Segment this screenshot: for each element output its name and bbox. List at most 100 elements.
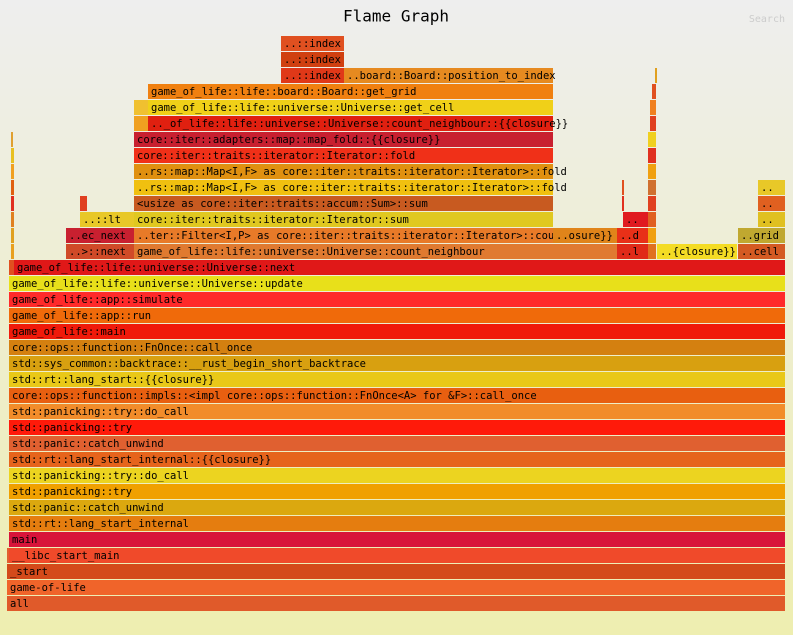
frame[interactable] bbox=[134, 100, 148, 115]
frame[interactable]: std::rt::lang_start_internal bbox=[9, 516, 785, 531]
frame[interactable]: main bbox=[9, 532, 785, 547]
frame[interactable]: game_of_life::life::board::Board::get_gr… bbox=[148, 84, 553, 99]
frame[interactable] bbox=[7, 548, 9, 563]
frame[interactable]: ..ter::Filter<I,P> as core::iter::traits… bbox=[134, 228, 567, 243]
frame[interactable] bbox=[11, 244, 14, 259]
frame[interactable]: game_of_life::life::universe::Universe::… bbox=[134, 244, 617, 259]
frame-rect bbox=[9, 356, 785, 371]
frame-label: .. bbox=[626, 214, 639, 226]
frame-rect bbox=[134, 228, 553, 243]
frame[interactable] bbox=[9, 260, 14, 275]
frame-label: __libc_start_main bbox=[12, 550, 119, 562]
frame[interactable]: game_of_life::life::universe::Universe::… bbox=[148, 100, 553, 115]
frame[interactable]: std::rt::lang_start::{{closure}} bbox=[9, 372, 785, 387]
frame-rect bbox=[9, 484, 785, 499]
frame[interactable]: ..::index bbox=[281, 36, 344, 51]
frame-label: _start bbox=[10, 566, 48, 578]
frame[interactable]: ..>::next bbox=[66, 244, 134, 259]
frame[interactable] bbox=[11, 164, 14, 179]
frame[interactable]: std::panicking::try::do_call bbox=[9, 404, 785, 419]
frame[interactable] bbox=[650, 116, 656, 131]
frame[interactable] bbox=[622, 180, 624, 195]
frame[interactable]: .. bbox=[758, 196, 785, 211]
frame-rect bbox=[134, 148, 553, 163]
frame[interactable]: core::iter::adapters::map::map_fold::{{c… bbox=[134, 132, 553, 147]
frame-label: game_of_life::life::universe::Universe::… bbox=[137, 246, 485, 258]
frame-rect bbox=[281, 36, 344, 51]
frame[interactable] bbox=[648, 180, 656, 195]
frame[interactable] bbox=[648, 196, 656, 211]
frame[interactable] bbox=[648, 164, 656, 179]
frame[interactable]: all bbox=[7, 596, 785, 611]
frame[interactable]: __libc_start_main bbox=[9, 548, 785, 563]
frame[interactable]: ..rs::map::Map<I,F> as core::iter::trait… bbox=[134, 180, 567, 195]
frame[interactable] bbox=[11, 212, 14, 227]
frame[interactable]: std::panic::catch_unwind bbox=[9, 436, 785, 451]
frame-rect bbox=[553, 228, 617, 243]
frame-rect bbox=[134, 212, 553, 227]
frame[interactable]: ..{closure}} bbox=[657, 244, 737, 259]
frame[interactable] bbox=[11, 148, 14, 163]
frame[interactable]: game_of_life::main bbox=[9, 324, 785, 339]
frame[interactable]: ..cell bbox=[738, 244, 785, 259]
frame[interactable]: core::iter::traits::iterator::Iterator::… bbox=[134, 148, 553, 163]
frame[interactable] bbox=[648, 212, 656, 227]
frame[interactable]: .._of_life::life::universe::Universe::co… bbox=[148, 116, 568, 131]
frame[interactable]: core::iter::traits::iterator::Iterator::… bbox=[134, 212, 553, 227]
frame[interactable]: ..::index bbox=[281, 68, 344, 83]
frame[interactable] bbox=[11, 228, 14, 243]
frame[interactable] bbox=[648, 228, 656, 243]
frame-label: ..ter::Filter<I,P> as core::iter::traits… bbox=[137, 230, 567, 242]
frame[interactable] bbox=[11, 196, 14, 211]
frame[interactable] bbox=[11, 180, 14, 195]
frame[interactable]: ..rs::map::Map<I,F> as core::iter::trait… bbox=[134, 164, 567, 179]
frame[interactable]: ..d bbox=[617, 228, 648, 243]
search-button[interactable]: Search bbox=[749, 14, 785, 25]
frame-label: <usize as core::iter::traits::accum::Sum… bbox=[137, 198, 428, 210]
frame-label: ..::index bbox=[284, 54, 341, 66]
frame-label: std::panicking::try::do_call bbox=[12, 406, 189, 418]
frame[interactable]: game_of_life::app::run bbox=[9, 308, 785, 323]
frame[interactable] bbox=[655, 68, 657, 83]
frame[interactable]: _start bbox=[7, 564, 785, 579]
frame[interactable] bbox=[622, 196, 624, 211]
frame[interactable] bbox=[652, 84, 656, 99]
frame-label: core::iter::traits::iterator::Iterator::… bbox=[137, 150, 415, 162]
frame[interactable]: game_of_life::life::universe::Universe::… bbox=[9, 276, 785, 291]
frame[interactable]: std::panic::catch_unwind bbox=[9, 500, 785, 515]
frame[interactable]: ..l bbox=[617, 244, 648, 259]
frame[interactable]: <usize as core::iter::traits::accum::Sum… bbox=[134, 196, 553, 211]
frame[interactable] bbox=[650, 100, 656, 115]
frame[interactable]: core::ops::function::FnOnce::call_once bbox=[9, 340, 785, 355]
frame[interactable] bbox=[648, 148, 656, 163]
frame[interactable] bbox=[648, 132, 656, 147]
frame-label: std::panicking::try bbox=[12, 422, 132, 434]
frame[interactable]: .. bbox=[758, 180, 785, 195]
frame[interactable]: std::panicking::try bbox=[9, 484, 785, 499]
frame[interactable]: ..osure}} bbox=[553, 228, 617, 243]
frame[interactable]: std::panicking::try bbox=[9, 420, 785, 435]
frame[interactable]: ..ec_next bbox=[66, 228, 134, 243]
frame-label: std::panicking::try bbox=[12, 486, 132, 498]
frame-label: std::panic::catch_unwind bbox=[12, 502, 164, 514]
frame[interactable] bbox=[134, 116, 148, 131]
frame[interactable]: std::rt::lang_start_internal::{{closure}… bbox=[9, 452, 785, 467]
frame[interactable]: core::ops::function::impls::<impl core::… bbox=[9, 388, 785, 403]
frame-rect bbox=[66, 228, 134, 243]
frame[interactable]: ..::index bbox=[281, 52, 344, 67]
frame[interactable]: ..::lt bbox=[80, 212, 134, 227]
frame[interactable]: .. bbox=[758, 212, 785, 227]
frame-rect bbox=[9, 548, 785, 563]
frame[interactable]: std::panicking::try::do_call bbox=[9, 468, 785, 483]
frame[interactable]: ..grid bbox=[738, 228, 785, 243]
frame[interactable] bbox=[11, 132, 13, 147]
frame[interactable]: .. bbox=[623, 212, 648, 227]
frame[interactable]: game_of_life::life::universe::Universe::… bbox=[14, 260, 785, 275]
frame-label: ..>::next bbox=[69, 246, 126, 258]
frame[interactable]: game-of-life bbox=[7, 580, 785, 595]
frame[interactable] bbox=[80, 196, 87, 211]
frame[interactable]: game_of_life::app::simulate bbox=[9, 292, 785, 307]
frame[interactable]: ..board::Board::position_to_index bbox=[344, 68, 556, 83]
frame[interactable] bbox=[648, 244, 656, 259]
frame[interactable]: std::sys_common::backtrace::__rust_begin… bbox=[9, 356, 785, 371]
